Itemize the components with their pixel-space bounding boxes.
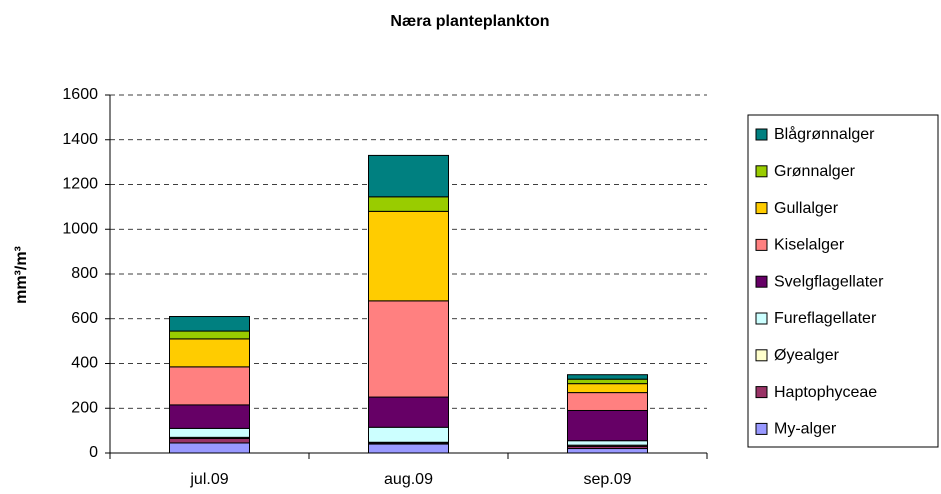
legend-swatch [755,165,768,178]
bar-segment [368,154,449,198]
bar-segment [567,383,648,394]
bar-segment [169,437,250,444]
legend-swatch [755,238,768,251]
bar-segment [567,374,648,380]
legend-label: My-alger [774,421,837,438]
legend-label: Øyealger [774,347,840,364]
x-tick-label: jul.09 [189,471,228,488]
bar-segment [567,409,648,442]
legend-label: Haptophyceae [774,384,877,401]
bar-segment [169,366,250,406]
legend-swatch [755,312,768,325]
bar-segment [368,443,449,454]
y-tick-label: 1200 [62,176,98,193]
bar-segment [169,442,250,454]
x-tick-label: aug.09 [384,471,433,488]
bar-segment [368,426,449,443]
y-tick-label: 1600 [62,86,98,103]
legend-swatch [755,349,768,362]
bar-segment [169,404,250,429]
bar-segment [169,338,250,368]
legend-label: Blågrønnalger [774,125,875,143]
legend-label: Fureflagellater [774,310,877,327]
y-axis-label: mm³/m³ [13,246,30,304]
bar-segment [567,448,648,454]
legend-swatch [755,386,768,399]
bar-segment [567,378,648,385]
legend-swatch [755,202,768,215]
y-tick-label: 600 [71,310,98,327]
legend-label: Grønnalger [774,163,856,180]
y-tick-label: 1400 [62,131,98,148]
y-tick-label: 200 [71,399,98,416]
chart-title: Næra planteplankton [390,13,549,30]
y-tick-label: 0 [89,444,98,461]
legend-label: Kiselalger [774,237,845,254]
bar-segment [368,396,449,428]
bar-segment [169,316,250,332]
legend-swatch [755,128,768,141]
bar-segment [169,330,250,340]
x-tick-label: sep.09 [583,471,631,488]
legend-label: Svelgflagellater [774,273,884,290]
bar-segment [368,210,449,302]
y-tick-label: 400 [71,355,98,372]
legend-swatch [755,422,768,435]
bar-segment [368,196,449,212]
bar-segment [169,427,250,438]
y-tick-label: 800 [71,265,98,282]
bar-segment [368,300,449,398]
y-tick-label: 1000 [62,220,98,237]
legend-label: Gullalger [774,200,839,217]
bar-segment [567,440,648,446]
legend-swatch [755,275,768,288]
bar-segment [567,392,648,411]
legend-box [747,114,939,448]
